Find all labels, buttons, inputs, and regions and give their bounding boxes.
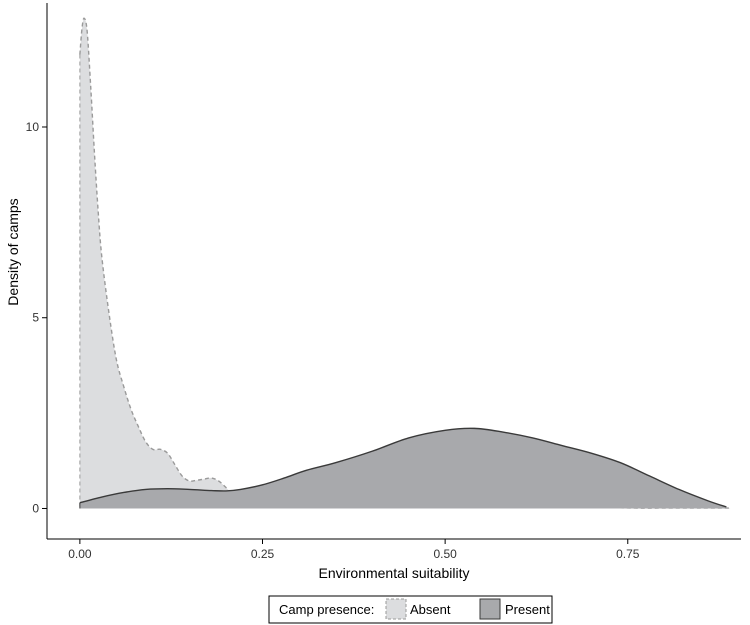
area-present <box>79 428 727 509</box>
area-absent <box>79 18 731 509</box>
y-tick-label: 5 <box>32 311 39 325</box>
x-tick-label: 0.50 <box>433 547 457 561</box>
legend-label-present: Present <box>505 602 550 617</box>
y-tick-label: 0 <box>32 501 39 515</box>
x-tick-label: 0.75 <box>616 547 640 561</box>
legend-box <box>268 595 553 624</box>
density-line-absent <box>79 17 731 509</box>
legend-key-absent <box>385 598 407 620</box>
x-axis-title: Environmental suitability <box>319 565 470 581</box>
legend-label-absent: Absent <box>410 602 451 617</box>
density-areas <box>79 17 731 509</box>
y-axis-ticks: 0 5 10 <box>26 120 47 515</box>
density-line-present <box>79 427 727 508</box>
y-tick-label: 10 <box>26 120 40 134</box>
x-axis-ticks: 0.00 0.25 0.50 0.75 <box>68 539 640 561</box>
legend-title: Camp presence: <box>279 602 374 617</box>
x-tick-label: 0.25 <box>251 547 275 561</box>
legend-key-present <box>479 598 501 620</box>
y-axis-title: Density of camps <box>5 198 21 305</box>
x-tick-label: 0.00 <box>68 547 92 561</box>
legend: Camp presence: Absent Present <box>268 595 553 624</box>
